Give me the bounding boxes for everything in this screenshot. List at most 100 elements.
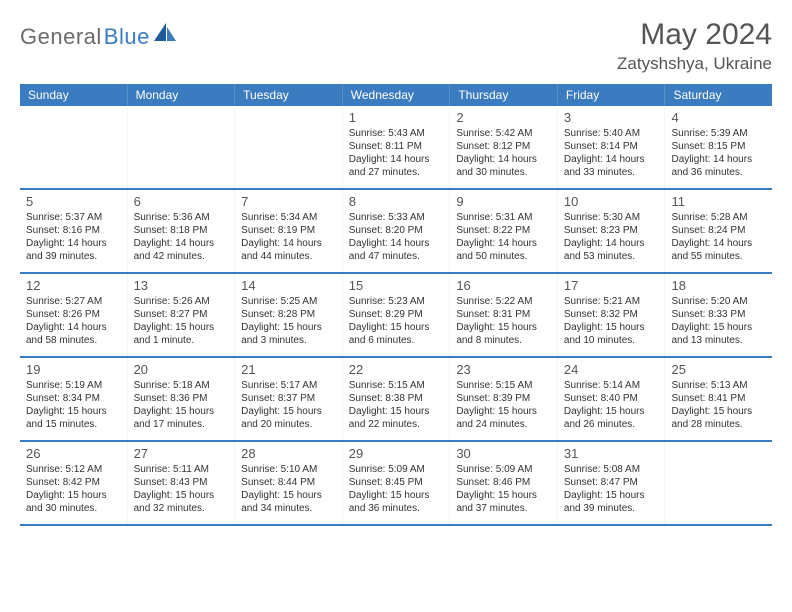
- info-line: Sunset: 8:20 PM: [349, 224, 444, 237]
- empty-cell: [665, 442, 772, 524]
- day-cell: 18Sunrise: 5:20 AMSunset: 8:33 PMDayligh…: [665, 274, 772, 356]
- info-line: Sunrise: 5:43 AM: [349, 127, 444, 140]
- day-number: 24: [564, 362, 659, 377]
- header: GeneralBlue May 2024 Zatyshshya, Ukraine: [20, 18, 772, 74]
- info-line: Daylight: 15 hours: [349, 405, 444, 418]
- info-line: Sunrise: 5:37 AM: [26, 211, 121, 224]
- day-cell: 7 Sunrise: 5:34 AMSunset: 8:19 PMDaylight…: [235, 190, 343, 272]
- info-line: Daylight: 14 hours: [564, 237, 659, 250]
- info-line: and 50 minutes.: [456, 250, 551, 263]
- info-line: and 55 minutes.: [671, 250, 766, 263]
- info-line: Daylight: 15 hours: [349, 489, 444, 502]
- day-number: 6: [134, 194, 229, 209]
- day-number: 16: [456, 278, 551, 293]
- day-number: 5: [26, 194, 121, 209]
- info-line: and 34 minutes.: [241, 502, 336, 515]
- calendar-row: 12Sunrise: 5:27 AMSunset: 8:26 PMDayligh…: [20, 274, 772, 358]
- day-info: Sunrise: 5:15 AMSunset: 8:38 PMDaylight:…: [349, 379, 444, 431]
- info-line: and 36 minutes.: [671, 166, 766, 179]
- info-line: and 27 minutes.: [349, 166, 444, 179]
- day-info: Sunrise: 5:40 AMSunset: 8:14 PMDaylight:…: [564, 127, 659, 179]
- info-line: Sunset: 8:11 PM: [349, 140, 444, 153]
- info-line: Sunrise: 5:26 AM: [134, 295, 229, 308]
- info-line: Daylight: 15 hours: [671, 405, 766, 418]
- info-line: Sunrise: 5:12 AM: [26, 463, 121, 476]
- day-cell: 19Sunrise: 5:19 AMSunset: 8:34 PMDayligh…: [20, 358, 128, 440]
- info-line: Sunrise: 5:27 AM: [26, 295, 121, 308]
- day-info: Sunrise: 5:33 AMSunset: 8:20 PMDaylight:…: [349, 211, 444, 263]
- info-line: Sunset: 8:15 PM: [671, 140, 766, 153]
- day-info: Sunrise: 5:36 AMSunset: 8:18 PMDaylight:…: [134, 211, 229, 263]
- info-line: Sunrise: 5:30 AM: [564, 211, 659, 224]
- day-cell: 23 Sunrise: 5:15 AMSunset: 8:39 PMDayligh…: [450, 358, 558, 440]
- info-line: and 37 minutes.: [456, 502, 551, 515]
- info-line: Sunset: 8:29 PM: [349, 308, 444, 321]
- day-number: 23: [456, 362, 551, 377]
- info-line: Daylight: 15 hours: [134, 489, 229, 502]
- info-line: and 15 minutes.: [26, 418, 121, 431]
- logo-text-blue: Blue: [104, 24, 150, 50]
- day-info: Sunrise: 5:09 AMSunset: 8:46 PMDaylight:…: [456, 463, 551, 515]
- day-number: 20: [134, 362, 229, 377]
- day-cell: 31Sunrise: 5:08 AMSunset: 8:47 PMDayligh…: [558, 442, 666, 524]
- day-info: Sunrise: 5:15 AMSunset: 8:39 PMDaylight:…: [456, 379, 551, 431]
- day-info: Sunrise: 5:28 AMSunset: 8:24 PMDaylight:…: [671, 211, 766, 263]
- logo-text-gray: General: [20, 24, 102, 50]
- info-line: Daylight: 15 hours: [26, 405, 121, 418]
- info-line: Sunrise: 5:40 AM: [564, 127, 659, 140]
- day-number: 22: [349, 362, 444, 377]
- info-line: Sunset: 8:18 PM: [134, 224, 229, 237]
- info-line: and 32 minutes.: [134, 502, 229, 515]
- day-number: 8: [349, 194, 444, 209]
- info-line: Daylight: 15 hours: [564, 489, 659, 502]
- title-block: May 2024 Zatyshshya, Ukraine: [617, 18, 772, 74]
- info-line: Daylight: 14 hours: [456, 153, 551, 166]
- info-line: Sunset: 8:31 PM: [456, 308, 551, 321]
- info-line: and 26 minutes.: [564, 418, 659, 431]
- day-info: Sunrise: 5:23 AMSunset: 8:29 PMDaylight:…: [349, 295, 444, 347]
- day-number: 17: [564, 278, 659, 293]
- day-number: 27: [134, 446, 229, 461]
- info-line: Sunrise: 5:13 AM: [671, 379, 766, 392]
- day-number: 29: [349, 446, 444, 461]
- info-line: Sunrise: 5:36 AM: [134, 211, 229, 224]
- day-info: Sunrise: 5:18 AMSunset: 8:36 PMDaylight:…: [134, 379, 229, 431]
- info-line: Sunset: 8:43 PM: [134, 476, 229, 489]
- day-info: Sunrise: 5:14 AMSunset: 8:40 PMDaylight:…: [564, 379, 659, 431]
- info-line: Daylight: 15 hours: [241, 321, 336, 334]
- day-info: Sunrise: 5:09 AMSunset: 8:45 PMDaylight:…: [349, 463, 444, 515]
- info-line: Sunrise: 5:11 AM: [134, 463, 229, 476]
- info-line: Sunset: 8:45 PM: [349, 476, 444, 489]
- info-line: and 17 minutes.: [134, 418, 229, 431]
- day-info: Sunrise: 5:30 AMSunset: 8:23 PMDaylight:…: [564, 211, 659, 263]
- info-line: Sunset: 8:38 PM: [349, 392, 444, 405]
- day-number: 14: [241, 278, 336, 293]
- day-info: Sunrise: 5:42 AMSunset: 8:12 PMDaylight:…: [456, 127, 551, 179]
- day-cell: 13Sunrise: 5:26 AMSunset: 8:27 PMDayligh…: [128, 274, 236, 356]
- info-line: and 44 minutes.: [241, 250, 336, 263]
- info-line: Sunrise: 5:34 AM: [241, 211, 336, 224]
- day-info: Sunrise: 5:12 AMSunset: 8:42 PMDaylight:…: [26, 463, 121, 515]
- day-number: 7: [241, 194, 336, 209]
- day-cell: 12Sunrise: 5:27 AMSunset: 8:26 PMDayligh…: [20, 274, 128, 356]
- day-info: Sunrise: 5:19 AMSunset: 8:34 PMDaylight:…: [26, 379, 121, 431]
- location: Zatyshshya, Ukraine: [617, 54, 772, 74]
- day-number: 11: [671, 194, 766, 209]
- day-info: Sunrise: 5:34 AMSunset: 8:19 PMDaylight:…: [241, 211, 336, 263]
- day-number: 13: [134, 278, 229, 293]
- info-line: Sunrise: 5:09 AM: [349, 463, 444, 476]
- logo: GeneralBlue: [20, 18, 176, 50]
- info-line: Sunrise: 5:20 AM: [671, 295, 766, 308]
- day-cell: 29 Sunrise: 5:09 AMSunset: 8:45 PMDayligh…: [343, 442, 451, 524]
- info-line: and 13 minutes.: [671, 334, 766, 347]
- info-line: Daylight: 15 hours: [134, 405, 229, 418]
- day-info: Sunrise: 5:10 AMSunset: 8:44 PMDaylight:…: [241, 463, 336, 515]
- info-line: and 22 minutes.: [349, 418, 444, 431]
- day-info: Sunrise: 5:13 AMSunset: 8:41 PMDaylight:…: [671, 379, 766, 431]
- info-line: Sunrise: 5:09 AM: [456, 463, 551, 476]
- day-number: 30: [456, 446, 551, 461]
- day-number: 28: [241, 446, 336, 461]
- info-line: Sunset: 8:14 PM: [564, 140, 659, 153]
- info-line: Sunset: 8:42 PM: [26, 476, 121, 489]
- info-line: and 36 minutes.: [349, 502, 444, 515]
